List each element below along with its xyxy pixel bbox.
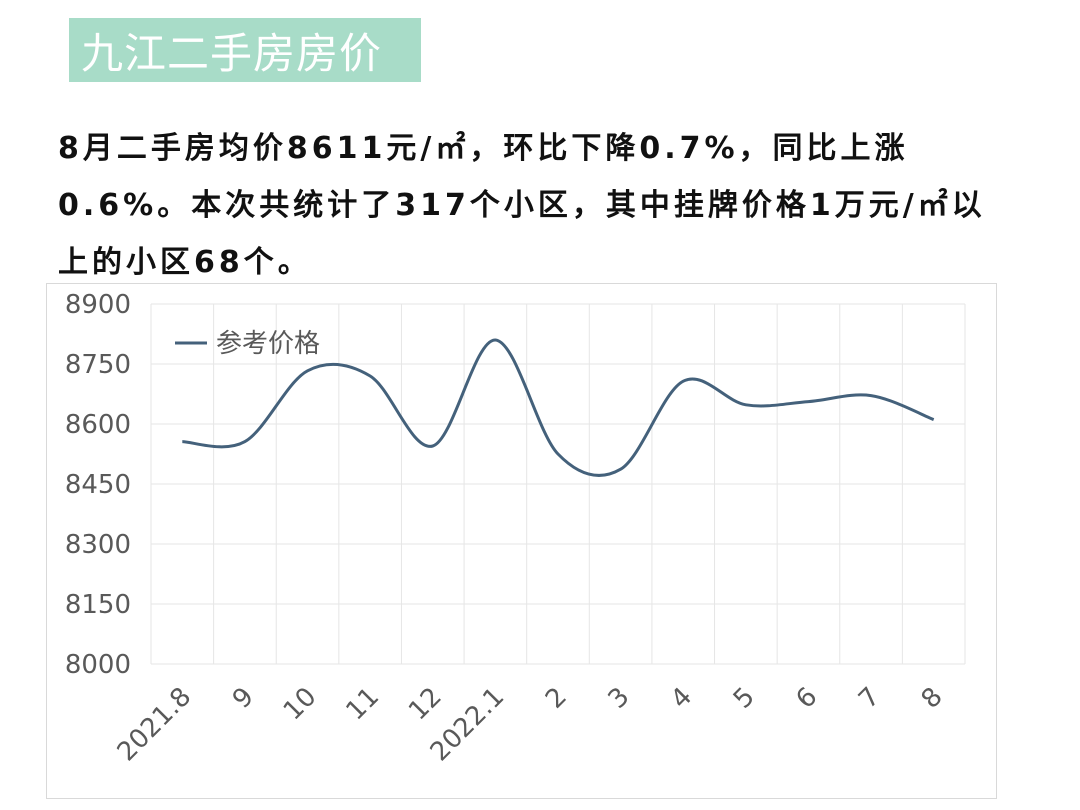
chart-frame: 8000 8150 8300 8450 8600 8750 8900 2021.8 9 10 11… xyxy=(46,283,997,799)
y-tick-label: 8000 xyxy=(65,650,131,680)
x-tick-label: 9 xyxy=(227,682,260,715)
x-tick-label: 2 xyxy=(540,682,573,715)
line-chart: 8000 8150 8300 8450 8600 8750 8900 2021.8 9 10 11… xyxy=(65,290,966,768)
series-layer xyxy=(182,338,935,477)
y-tick-label: 8900 xyxy=(65,290,131,320)
y-tick-label: 8300 xyxy=(65,530,131,560)
x-tick-label: 11 xyxy=(340,682,385,727)
summary-line-3: 上的小区68个。 xyxy=(58,245,312,280)
x-tick-label: 2021.8 xyxy=(112,682,198,768)
legend: 参考价格 xyxy=(175,329,320,359)
x-tick-label: 5 xyxy=(728,682,761,715)
y-tick-label: 8600 xyxy=(65,410,131,440)
summary-text: 8月二手房均价8611元/㎡，环比下降0.7%，同比上涨 0.6%。本次共统计了… xyxy=(58,120,1008,291)
x-tick-label: 3 xyxy=(603,682,636,715)
x-tick-label: 7 xyxy=(853,682,886,715)
summary-line-2: 0.6%。本次共统计了317个小区，其中挂牌价格1万元/㎡以 xyxy=(58,188,986,223)
x-tick-label: 10 xyxy=(278,682,323,727)
x-tick-label: 4 xyxy=(665,682,698,715)
y-tick-label: 8450 xyxy=(65,470,131,500)
x-tick-label: 12 xyxy=(403,682,448,727)
y-tick-label: 8150 xyxy=(65,590,131,620)
legend-label: 参考价格 xyxy=(216,329,320,359)
summary-line-1: 8月二手房均价8611元/㎡，环比下降0.7%，同比上涨 xyxy=(58,131,909,166)
series-line xyxy=(182,338,935,477)
x-tick-label: 6 xyxy=(790,682,823,715)
y-tick-label: 8750 xyxy=(65,350,131,380)
page-title: 九江二手房房价 xyxy=(81,28,383,78)
x-tick-label: 8 xyxy=(916,682,949,715)
y-axis: 8000 8150 8300 8450 8600 8750 8900 xyxy=(65,290,131,680)
page-title-banner: 九江二手房房价 xyxy=(69,18,421,82)
grid-layer xyxy=(150,303,966,665)
